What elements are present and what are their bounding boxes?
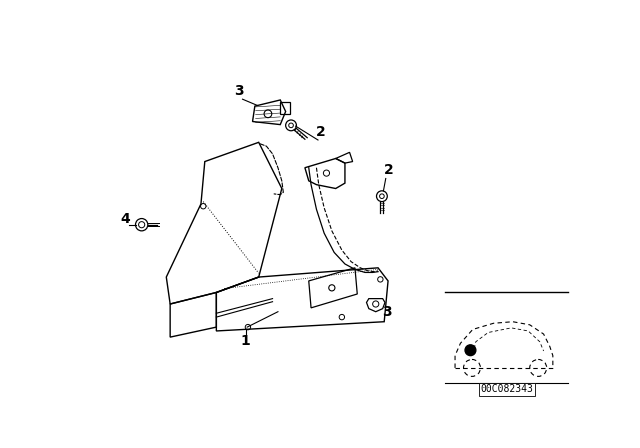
Text: 4: 4 [120, 212, 130, 226]
Text: 2: 2 [316, 125, 325, 139]
Text: 3: 3 [382, 305, 392, 319]
Text: 1: 1 [241, 334, 250, 348]
Text: 00C082343: 00C082343 [480, 384, 533, 395]
Text: 3: 3 [234, 84, 244, 98]
Text: 2: 2 [384, 163, 394, 177]
Circle shape [465, 345, 476, 356]
